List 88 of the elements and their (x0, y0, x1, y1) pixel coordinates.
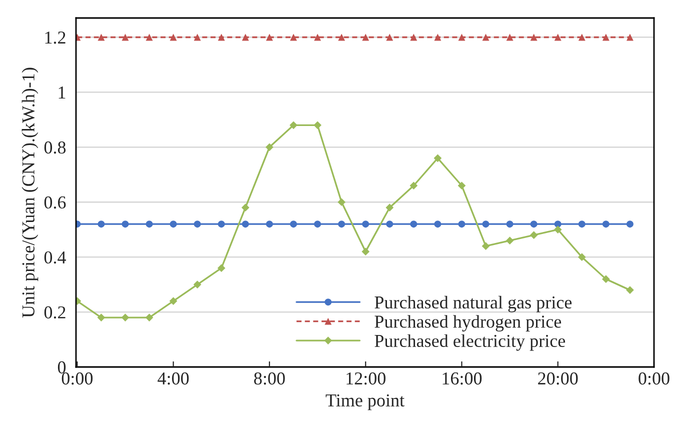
point (506, 34, 514, 41)
point (97, 314, 106, 322)
y-axis-title: Unit price/(Yuan (CNY).(kW.h)-1) (22, 68, 38, 318)
point (193, 280, 202, 288)
point (386, 34, 394, 41)
x-tick-label: 0:00 (62, 372, 93, 385)
legend-label: Purchased hydrogen price (374, 315, 562, 332)
point (506, 236, 514, 245)
point (482, 220, 490, 228)
y-tick-label: 0.2 (44, 306, 66, 319)
x-tick-label: 12:00 (346, 372, 386, 385)
point (554, 226, 562, 234)
point (506, 220, 514, 228)
point (530, 231, 538, 240)
point (218, 220, 225, 228)
point (410, 34, 418, 41)
point (338, 198, 346, 206)
point (554, 34, 562, 41)
point (314, 220, 322, 228)
point (194, 34, 201, 41)
point (338, 220, 346, 228)
point (578, 253, 586, 262)
point (554, 220, 562, 228)
point (410, 182, 418, 190)
point (266, 220, 273, 228)
point (386, 220, 394, 228)
point (578, 34, 586, 41)
point (290, 220, 297, 228)
point (98, 34, 105, 41)
point (458, 34, 466, 41)
point (146, 34, 153, 41)
point (530, 220, 538, 228)
point (338, 34, 346, 41)
point (242, 204, 250, 212)
x-tick-label: 4:00 (158, 372, 189, 385)
point (578, 220, 586, 228)
y-tick-label: 0.8 (44, 141, 66, 154)
point (458, 220, 466, 228)
y-tick-label: 1 (58, 86, 66, 98)
x-tick-label: 16:00 (442, 372, 482, 385)
point (122, 34, 129, 41)
x-axis-title: Time point (326, 394, 404, 410)
point (242, 220, 249, 228)
point (314, 34, 322, 41)
point (169, 297, 178, 305)
point (194, 220, 201, 228)
point (362, 34, 370, 41)
point (121, 314, 130, 322)
point (482, 34, 490, 41)
point (170, 220, 177, 228)
y-tick-label: 1.2 (45, 32, 66, 44)
point (434, 154, 442, 162)
legend-label: Purchased natural gas price (374, 296, 572, 312)
point (626, 220, 634, 228)
point (242, 34, 249, 41)
point (434, 220, 442, 228)
y-tick-label: 0.4 (44, 251, 66, 264)
point (602, 275, 610, 283)
point (602, 220, 610, 228)
point (217, 264, 226, 272)
point (602, 34, 610, 41)
legend-label: Purchased electricity price (374, 334, 566, 351)
x-tick-label: 8:00 (254, 372, 285, 385)
point (482, 242, 490, 250)
point (266, 34, 273, 41)
point (266, 143, 274, 152)
point (290, 34, 297, 41)
x-tick-label: 0:00 (638, 372, 670, 385)
x-tick-label: 20:00 (538, 372, 578, 385)
point (626, 286, 634, 294)
point (362, 248, 370, 256)
point (145, 314, 154, 322)
point (410, 220, 418, 228)
point (314, 121, 322, 130)
point (458, 182, 466, 190)
point (386, 204, 394, 212)
point (218, 34, 225, 41)
point (146, 220, 153, 228)
point (530, 34, 538, 41)
point (434, 34, 442, 41)
point (98, 220, 105, 228)
point (170, 34, 177, 41)
point (122, 220, 129, 228)
y-tick-label: 0.6 (44, 196, 66, 209)
y-tick-label: 0 (58, 361, 66, 374)
point (626, 34, 634, 41)
point (362, 220, 370, 228)
point (290, 121, 298, 130)
